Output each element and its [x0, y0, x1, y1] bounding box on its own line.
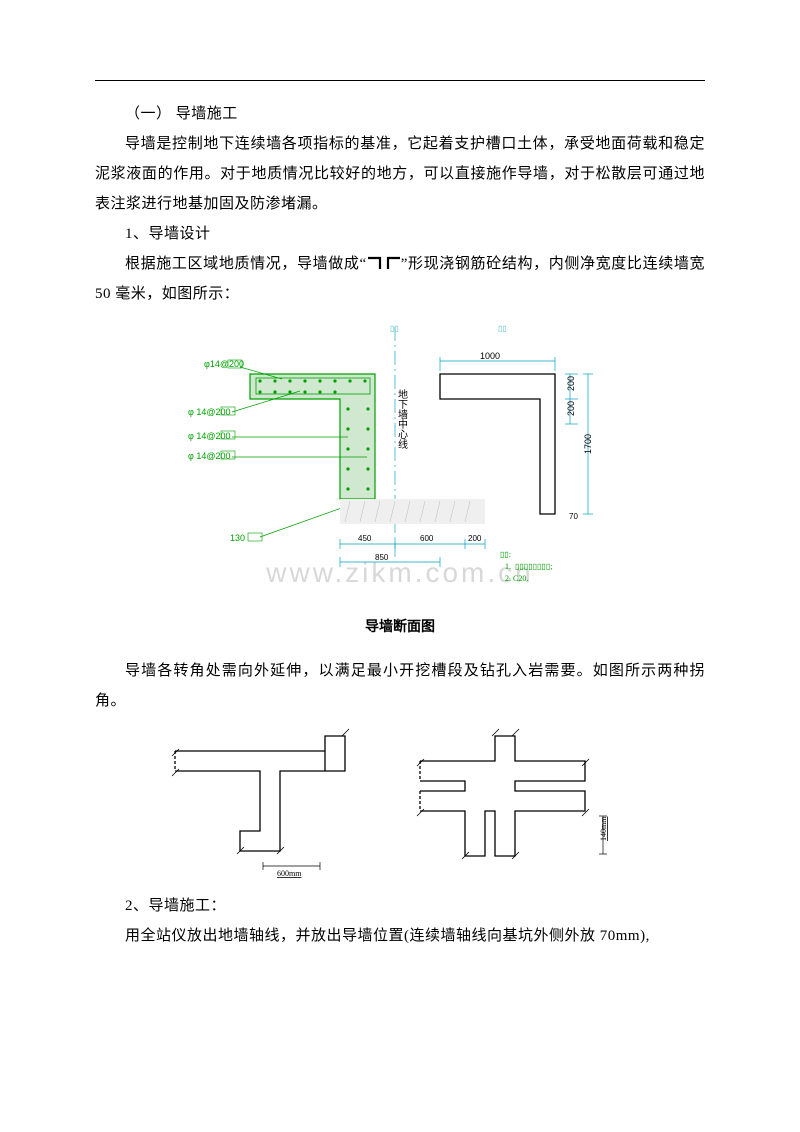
left-section	[250, 374, 375, 499]
dim200a: 200	[566, 376, 576, 391]
shape-glyph	[367, 256, 401, 270]
para-4a: 根据施工区域地质情况，导墙做成“	[125, 256, 367, 272]
r4: φ 14@200	[188, 451, 231, 461]
dim600: 600	[420, 534, 434, 543]
corner-left	[172, 729, 349, 854]
para-7: 用全站仪放出地墙轴线，并放出导墙位置(连续墙轴线向基坑外侧外放 70mm),	[95, 921, 705, 951]
n1: 1.	[505, 562, 511, 571]
right-section	[440, 374, 555, 514]
r2: φ 14@200	[188, 407, 231, 417]
svg-text:▯▯:: ▯▯:	[500, 550, 511, 559]
para-6: 2、导墙施工：	[95, 891, 705, 921]
figure-1: ▯▯ ▯▯ 地下墙中心线 φ14@200 φ 14@200 φ 14@200 φ…	[95, 319, 705, 604]
soil-block	[340, 499, 485, 524]
notes: ▯▯: 1. ▯▯▯▯▯▯▯▯; 2. C20.	[500, 550, 552, 583]
para-3: 1、导墙设计	[95, 219, 705, 249]
tiny-label: ▯▯	[498, 324, 507, 333]
r3: φ 14@200	[188, 431, 231, 441]
dim200c: 200	[468, 534, 482, 543]
para-5: 导墙各转角处需向外延伸，以满足最小开挖槽段及钻孔入岩需要。如图所示两种拐角。	[95, 656, 705, 716]
dim1000: 1000	[480, 351, 500, 361]
n2: 2. C20.	[505, 574, 528, 583]
dim70: 70	[569, 512, 578, 521]
r1: φ14@200	[204, 359, 244, 369]
para-2: 导墙是控制地下连续墙各项指标的基准，它起着支护槽口土体，承受地面荷载和稳定泥浆液…	[95, 129, 705, 219]
para-heading: （一） 导墙施工	[95, 99, 705, 129]
svg-text:▯▯▯▯▯▯▯▯;: ▯▯▯▯▯▯▯▯;	[515, 562, 552, 571]
r5: 130	[230, 533, 245, 543]
dim450: 450	[358, 534, 372, 543]
dim1700: 1700	[583, 434, 593, 454]
dim200b: 200	[566, 401, 576, 416]
dim140mm: 140mm	[599, 816, 608, 841]
figure-2: 600mm 140mm	[95, 726, 705, 881]
dim850: 850	[375, 553, 389, 562]
caption-1: 导墙断面图	[95, 614, 705, 642]
centerline-label: 地下墙中心线	[396, 388, 408, 449]
para-4: 根据施工区域地质情况，导墙做成“”形现浇钢筋砼结构，内侧净宽度比连续墙宽 50 …	[95, 249, 705, 309]
corner-right	[417, 729, 589, 859]
tiny-label: ▯▯	[390, 324, 399, 333]
dim600mm: 600mm	[277, 869, 302, 878]
top-rule	[95, 80, 705, 81]
